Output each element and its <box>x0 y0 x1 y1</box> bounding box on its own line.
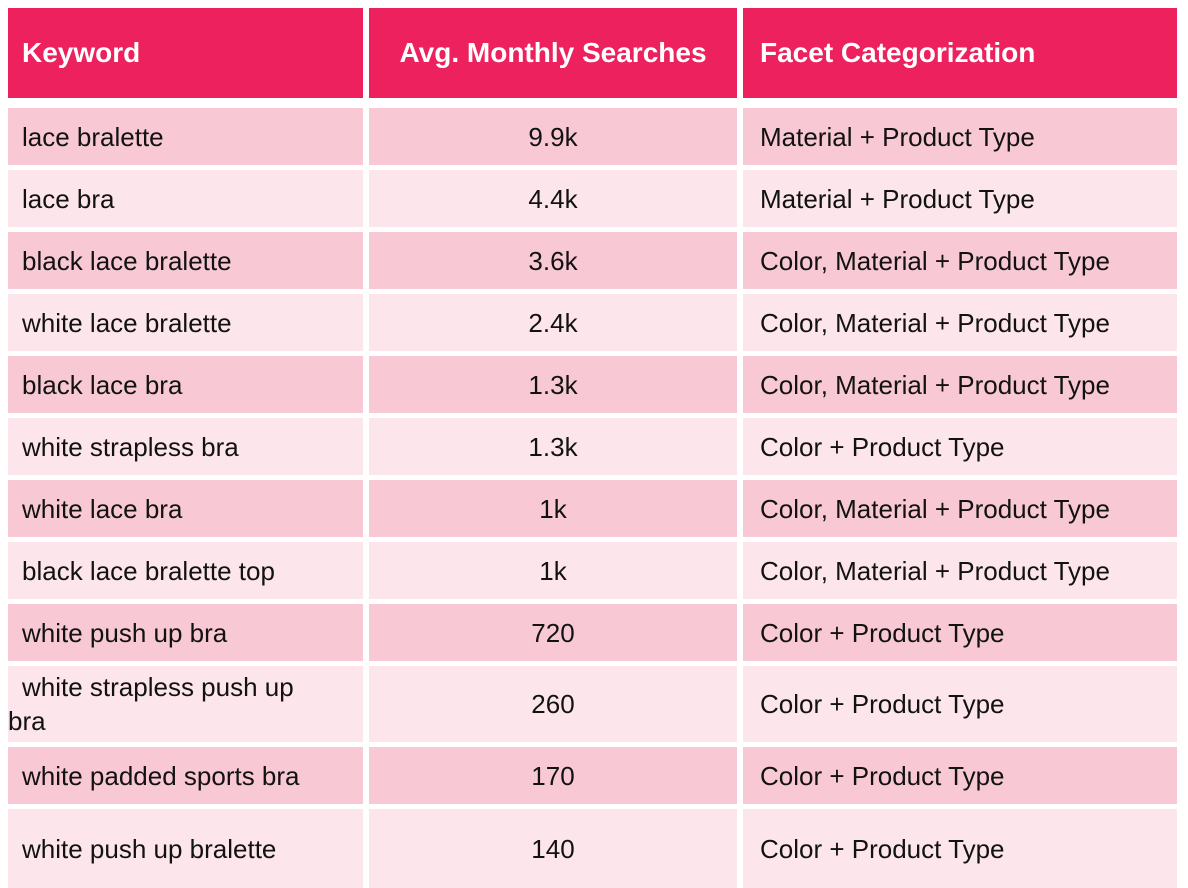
facet-categorization-text: Material + Product Type <box>760 183 1035 214</box>
cell-keyword: black lace bra <box>8 356 363 413</box>
facet-categorization-text: Color, Material + Product Type <box>760 555 1110 586</box>
search-volume-text: 140 <box>531 833 575 864</box>
column-header-keyword: Keyword <box>8 8 363 98</box>
cell-facet-categorization: Color, Material + Product Type <box>743 232 1177 289</box>
facet-categorization-text: Color, Material + Product Type <box>760 493 1110 524</box>
cell-avg-monthly-searches: 720 <box>369 604 737 661</box>
table-row: lace bralette 9.9k Material + Product Ty… <box>8 108 1177 165</box>
table-row: black lace bra 1.3k Color, Material + Pr… <box>8 356 1177 413</box>
search-volume-text: 9.9k <box>528 121 578 152</box>
keyword-text: lace bralette <box>22 121 164 152</box>
cell-avg-monthly-searches: 1k <box>369 542 737 599</box>
cell-avg-monthly-searches: 1.3k <box>369 418 737 475</box>
cell-keyword: white strapless push up bra <box>8 666 363 742</box>
cell-keyword: white lace bralette <box>8 294 363 351</box>
cell-keyword: lace bra <box>8 170 363 227</box>
keyword-text: black lace bra <box>22 369 183 400</box>
cell-avg-monthly-searches: 260 <box>369 666 737 742</box>
keyword-text: lace bra <box>22 183 115 214</box>
cell-avg-monthly-searches: 4.4k <box>369 170 737 227</box>
cell-avg-monthly-searches: 170 <box>369 747 737 804</box>
keyword-text: white lace bra <box>22 493 183 524</box>
table-header-row: Keyword Avg. Monthly Searches Facet Cate… <box>8 8 1177 98</box>
column-header-keyword-label: Keyword <box>22 37 141 68</box>
keyword-text: white padded sports bra <box>22 760 300 791</box>
column-header-avg-monthly-searches: Avg. Monthly Searches <box>369 8 737 98</box>
search-volume-text: 1.3k <box>528 431 578 462</box>
cell-facet-categorization: Color + Product Type <box>743 747 1177 804</box>
facet-categorization-text: Color + Product Type <box>760 617 1005 648</box>
facet-categorization-text: Color + Product Type <box>760 689 1005 719</box>
facet-categorization-text: Material + Product Type <box>760 121 1035 152</box>
cell-keyword: white push up bra <box>8 604 363 661</box>
table-row: white lace bralette 2.4k Color, Material… <box>8 294 1177 351</box>
cell-facet-categorization: Material + Product Type <box>743 108 1177 165</box>
table-row: white padded sports bra 170 Color + Prod… <box>8 747 1177 804</box>
table-row: white push up bralette 140 Color + Produ… <box>8 809 1177 888</box>
facet-categorization-text: Color + Product Type <box>760 833 1005 864</box>
table-row: black lace bralette 3.6k Color, Material… <box>8 232 1177 289</box>
table-row: white strapless push up bra 260 Color + … <box>8 666 1177 742</box>
cell-facet-categorization: Color + Product Type <box>743 666 1177 742</box>
cell-avg-monthly-searches: 9.9k <box>369 108 737 165</box>
keyword-text: white strapless push up bra <box>8 672 294 736</box>
search-volume-text: 2.4k <box>528 307 578 338</box>
cell-avg-monthly-searches: 1k <box>369 480 737 537</box>
cell-keyword: lace bralette <box>8 108 363 165</box>
cell-avg-monthly-searches: 140 <box>369 809 737 888</box>
keyword-text: white lace bralette <box>22 307 232 338</box>
search-volume-text: 1k <box>539 493 567 524</box>
cell-keyword: white lace bra <box>8 480 363 537</box>
column-header-facet-categorization-label: Facet Categorization <box>760 37 1036 68</box>
cell-facet-categorization: Color + Product Type <box>743 418 1177 475</box>
cell-facet-categorization: Color + Product Type <box>743 604 1177 661</box>
facet-categorization-text: Color, Material + Product Type <box>760 369 1110 400</box>
keyword-text: white push up bra <box>22 617 228 648</box>
facet-categorization-text: Color, Material + Product Type <box>760 307 1110 338</box>
keyword-research-table: Keyword Avg. Monthly Searches Facet Cate… <box>8 8 1177 888</box>
facet-categorization-text: Color + Product Type <box>760 760 1005 791</box>
table-row: white lace bra 1k Color, Material + Prod… <box>8 480 1177 537</box>
search-volume-text: 3.6k <box>528 245 578 276</box>
cell-facet-categorization: Material + Product Type <box>743 170 1177 227</box>
cell-keyword: white strapless bra <box>8 418 363 475</box>
cell-facet-categorization: Color, Material + Product Type <box>743 356 1177 413</box>
cell-avg-monthly-searches: 2.4k <box>369 294 737 351</box>
cell-facet-categorization: Color, Material + Product Type <box>743 294 1177 351</box>
keyword-text: black lace bralette <box>22 245 232 276</box>
column-header-avg-monthly-searches-label: Avg. Monthly Searches <box>399 37 707 68</box>
cell-facet-categorization: Color, Material + Product Type <box>743 480 1177 537</box>
facet-categorization-text: Color, Material + Product Type <box>760 245 1110 276</box>
table-row: black lace bralette top 1k Color, Materi… <box>8 542 1177 599</box>
table-row: lace bra 4.4k Material + Product Type <box>8 170 1177 227</box>
keyword-text: black lace bralette top <box>22 555 275 586</box>
search-volume-text: 170 <box>531 760 575 791</box>
facet-categorization-text: Color + Product Type <box>760 431 1005 462</box>
cell-keyword: black lace bralette top <box>8 542 363 599</box>
column-header-facet-categorization: Facet Categorization <box>743 8 1177 98</box>
cell-facet-categorization: Color + Product Type <box>743 809 1177 888</box>
search-volume-text: 1k <box>539 555 567 586</box>
cell-facet-categorization: Color, Material + Product Type <box>743 542 1177 599</box>
search-volume-text: 260 <box>531 689 575 719</box>
cell-avg-monthly-searches: 1.3k <box>369 356 737 413</box>
cell-keyword: white push up bralette <box>8 809 363 888</box>
cell-keyword: white padded sports bra <box>8 747 363 804</box>
keyword-text: white push up bralette <box>22 833 277 864</box>
cell-avg-monthly-searches: 3.6k <box>369 232 737 289</box>
search-volume-text: 4.4k <box>528 183 578 214</box>
keyword-text: white strapless bra <box>22 431 239 462</box>
table-row: white strapless bra 1.3k Color + Product… <box>8 418 1177 475</box>
search-volume-text: 1.3k <box>528 369 578 400</box>
table-row: white push up bra 720 Color + Product Ty… <box>8 604 1177 661</box>
search-volume-text: 720 <box>531 617 575 648</box>
cell-keyword: black lace bralette <box>8 232 363 289</box>
